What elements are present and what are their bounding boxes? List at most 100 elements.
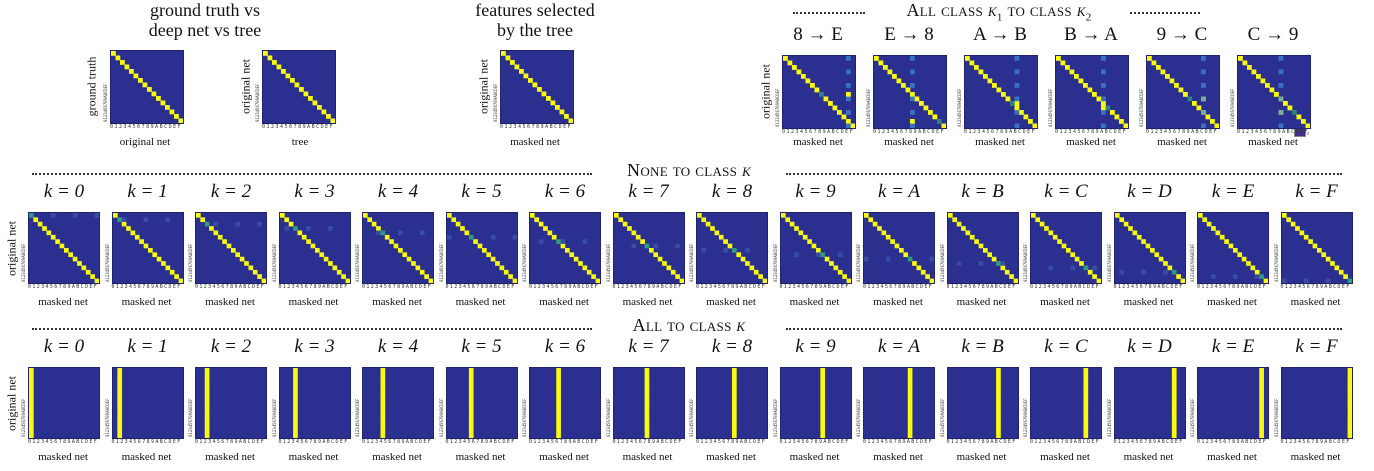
matrix-cell [556, 424, 561, 430]
matrix-cell [815, 252, 821, 258]
matrix-cell [819, 429, 825, 434]
matrix-cell [798, 230, 803, 236]
matrix-cell [120, 60, 125, 65]
matrix-cell [411, 261, 416, 266]
matrix-cell [468, 368, 474, 373]
panel-label: k = 0 [43, 336, 85, 357]
matrix-cell [872, 221, 878, 227]
matrix-cell [235, 252, 241, 258]
section-dots-right [786, 173, 1342, 175]
matrix-cell [1201, 56, 1206, 61]
matrix-cell [1014, 56, 1020, 61]
matrix-cell [885, 234, 891, 240]
matrix-cell [824, 256, 829, 262]
matrix-cell [819, 424, 825, 430]
matrix-cell [586, 269, 592, 275]
matrix-cell [652, 252, 658, 258]
x-axis-label: masked net [288, 296, 339, 308]
matrix-cell [796, 69, 802, 75]
transition-label: 9 → C [1156, 24, 1208, 45]
transition-label: B → A [1064, 24, 1118, 45]
matrix-cell [380, 376, 386, 382]
matrix-cell [874, 56, 879, 61]
matrix-cell [147, 87, 152, 92]
matrix-cell [1187, 96, 1193, 102]
matrix-cell [932, 114, 938, 120]
matrix-cell [1140, 239, 1146, 244]
matrix-cell [1114, 213, 1120, 218]
y-tick-labels: 0123456789ABCDEF [104, 398, 110, 437]
matrix-cell [1201, 123, 1206, 128]
matrix-cell [276, 64, 282, 70]
y-tick-labels: 0123456789ABCDEF [1106, 398, 1112, 437]
matrix-cell [112, 213, 118, 218]
matrix-cell [1118, 217, 1124, 223]
matrix-cell [1347, 420, 1352, 426]
matrix-cell [204, 433, 210, 438]
matrix-cell [1074, 74, 1079, 79]
matrix-cell [896, 78, 902, 84]
matrix-cell [810, 83, 815, 88]
section-dots-right [786, 328, 1342, 330]
matrix-cell [1259, 416, 1264, 421]
matrix-cell [292, 424, 298, 430]
matrix-cell [814, 87, 820, 93]
matrix-cell [29, 411, 34, 417]
matrix-cell [116, 403, 122, 408]
matrix-cell [1119, 119, 1124, 124]
matrix-cell [330, 118, 335, 123]
matrix-cell [301, 234, 307, 240]
matrix-cell [151, 91, 157, 97]
matrix-cell [292, 389, 298, 395]
matrix-cell [819, 407, 825, 413]
matrix-cell [819, 416, 825, 421]
x-tick-labels: 0123456789ABCDEF [278, 439, 349, 445]
matrix-cell [1259, 389, 1264, 395]
x-tick-labels: 0123456789ABCDEF [110, 124, 183, 130]
x-axis-label: masked net [121, 296, 172, 308]
matrix-cell [910, 69, 915, 75]
matrix-cell [1044, 226, 1049, 231]
matrix-cell [297, 230, 302, 236]
matrix-cell [644, 394, 649, 399]
matrix-cell [419, 230, 425, 236]
matrix-cell [29, 381, 34, 386]
x-tick-labels: 0123456789ABCDEF [28, 439, 99, 445]
matrix-cell [485, 252, 491, 258]
matrix-cell [974, 65, 979, 70]
matrix-cell [1083, 420, 1089, 426]
confusion-matrix [1030, 367, 1102, 439]
matrix-cell [115, 55, 121, 61]
matrix-cell [29, 407, 34, 413]
matrix-cell [823, 96, 829, 102]
matrix-cell [828, 101, 833, 106]
x-tick-labels: 0123456789ABCDEF [1146, 129, 1219, 135]
panel-label: k = 7 [628, 336, 669, 357]
matrix-cell [380, 398, 386, 404]
transition-label: 8 → E [793, 24, 843, 45]
matrix-cell [1092, 274, 1097, 279]
matrix-cell [907, 381, 913, 386]
matrix-cell [846, 110, 851, 115]
y-axis-label: original net [4, 221, 19, 276]
x-axis-label: masked net [1040, 296, 1090, 308]
matrix-cell [916, 265, 922, 271]
panel-label: k = 3 [294, 336, 335, 357]
matrix-cell [1254, 269, 1260, 275]
matrix-cell [674, 243, 680, 249]
matrix-cell [1147, 56, 1152, 61]
x-tick-labels: 0123456789ABCDEF [111, 284, 182, 290]
matrix-cell [819, 372, 825, 378]
x-tick-labels: 0123456789ABCDEF [445, 284, 516, 290]
matrix-cell [292, 411, 298, 417]
matrix-cell [877, 226, 882, 231]
matrix-cell [116, 407, 122, 413]
matrix-cell [169, 109, 175, 115]
matrix-cell [920, 269, 926, 275]
y-axis-label: ground truth [84, 56, 99, 117]
matrix-cell [617, 217, 623, 223]
matrix-cell [1083, 381, 1089, 386]
matrix-cell [732, 248, 737, 253]
matrix-cell [1171, 372, 1177, 378]
matrix-cell [1145, 243, 1150, 249]
